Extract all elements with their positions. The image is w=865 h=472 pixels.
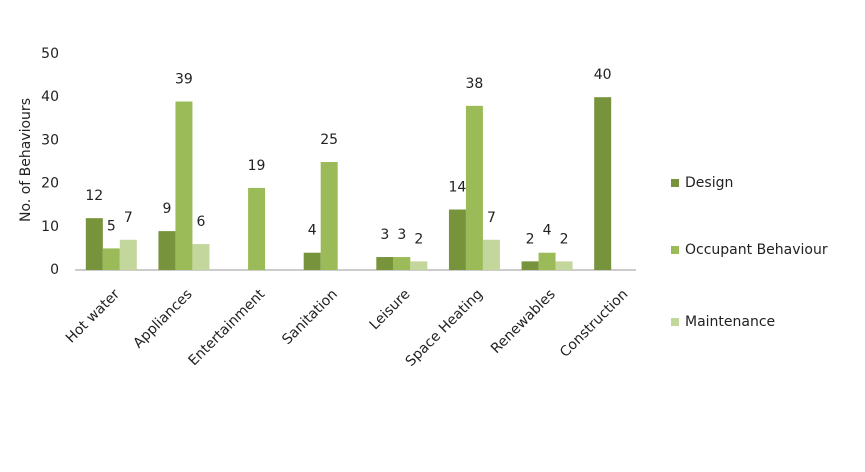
bar — [85, 218, 103, 270]
value-label: 5 — [107, 218, 116, 234]
bar — [175, 101, 193, 271]
x-tick-label: Appliances — [130, 286, 195, 351]
x-tick-label: Hot water — [63, 286, 123, 346]
value-label: 25 — [320, 132, 338, 148]
y-tick-label: 50 — [41, 46, 59, 62]
value-label: 39 — [175, 72, 193, 88]
bar — [521, 261, 539, 270]
bar — [192, 244, 210, 270]
x-tick-label: Leisure — [367, 286, 414, 333]
bar — [119, 239, 137, 270]
bar — [482, 239, 500, 270]
x-tick-label: Entertainment — [185, 286, 268, 369]
value-label: 3 — [397, 227, 406, 243]
bar — [303, 252, 321, 270]
y-tick-label: 40 — [41, 89, 59, 105]
value-label: 3 — [380, 227, 389, 243]
x-tick-label: Renewables — [488, 286, 559, 357]
value-label: 7 — [487, 210, 496, 226]
value-label: 4 — [308, 223, 317, 239]
bar — [448, 209, 466, 270]
legend-marker — [671, 179, 679, 187]
x-tick-label: Space Heating — [403, 286, 486, 369]
bar — [410, 261, 428, 270]
value-label: 2 — [560, 231, 569, 247]
value-label: 7 — [124, 210, 133, 226]
value-label: 38 — [466, 76, 484, 92]
bar — [538, 252, 556, 270]
value-label: 14 — [449, 180, 467, 196]
legend-label: Occupant Behaviour — [685, 242, 828, 258]
bar — [594, 97, 612, 270]
bar — [158, 231, 176, 270]
legend-marker — [671, 318, 679, 326]
x-tick-label: Sanitation — [279, 286, 341, 348]
bar — [376, 257, 394, 270]
y-tick-label: 10 — [41, 219, 59, 235]
value-label: 2 — [526, 231, 535, 247]
bar — [102, 248, 120, 270]
legend-label: Maintenance — [685, 314, 775, 330]
value-label: 19 — [248, 158, 266, 174]
bar — [555, 261, 573, 270]
value-label: 4 — [543, 223, 552, 239]
bar — [320, 162, 338, 270]
value-label: 6 — [196, 214, 205, 230]
bar — [465, 105, 483, 270]
x-tick-label: Construction — [557, 286, 631, 360]
value-label: 9 — [162, 201, 171, 217]
value-label: 2 — [414, 231, 423, 247]
y-axis-title: No. of Behaviours — [18, 98, 34, 222]
bar — [248, 187, 266, 270]
value-label: 12 — [85, 188, 103, 204]
y-tick-label: 30 — [41, 132, 59, 148]
legend-label: Design — [685, 175, 733, 191]
y-tick-label: 20 — [41, 176, 59, 192]
bar — [393, 257, 411, 270]
value-label: 40 — [594, 67, 612, 83]
legend-marker — [671, 246, 679, 254]
y-tick-label: 0 — [50, 262, 59, 278]
